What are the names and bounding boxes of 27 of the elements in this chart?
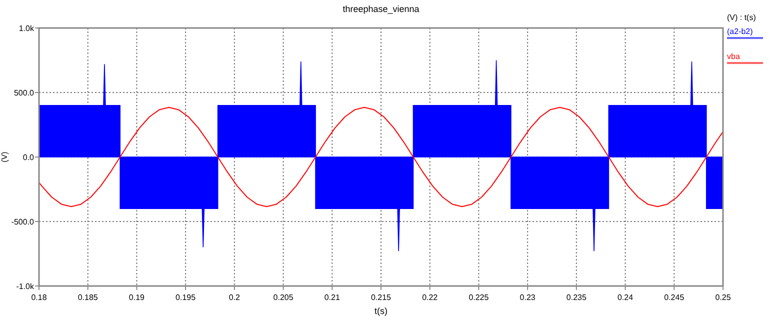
x-tick-label: 0.2 (228, 293, 241, 302)
x-tick-label: 0.195 (176, 293, 196, 302)
y-tick-label: 1.0k (18, 24, 35, 33)
x-tick-label: 0.24 (617, 293, 634, 302)
y-axis-title: (V) (0, 151, 9, 162)
x-axis-title: t(s) (374, 306, 388, 316)
x-tick-label: 0.225 (468, 293, 490, 302)
x-tick-label: 0.245 (664, 293, 685, 302)
x-tick-label: 0.21 (324, 293, 340, 302)
x-tick-label: 0.215 (370, 293, 392, 302)
y-tick-label: -1.0k (16, 282, 35, 291)
x-tick-label: 0.22 (422, 293, 438, 302)
text: vba (727, 52, 740, 61)
y-tick-label: -500.0 (11, 218, 35, 226)
x-tick-label: 0.18 (31, 293, 48, 302)
y-tick-label: 500.0 (14, 88, 35, 98)
x-tick-label: 0.25 (715, 293, 732, 302)
chart-title: threephase_vienna (342, 4, 420, 14)
line-series (39, 106, 723, 208)
text: (a2-b2) (727, 27, 754, 36)
x-tick-label: 0.235 (566, 293, 587, 302)
x-tick-label: 0.23 (520, 293, 536, 302)
x-tick-label: 0.19 (128, 293, 146, 302)
x-tick-label: 0.185 (78, 293, 98, 302)
y-tick-label: 0.0 (22, 153, 35, 162)
legend-title: (V) : t(s) (727, 13, 756, 22)
x-tick-label: 0.205 (273, 293, 294, 302)
